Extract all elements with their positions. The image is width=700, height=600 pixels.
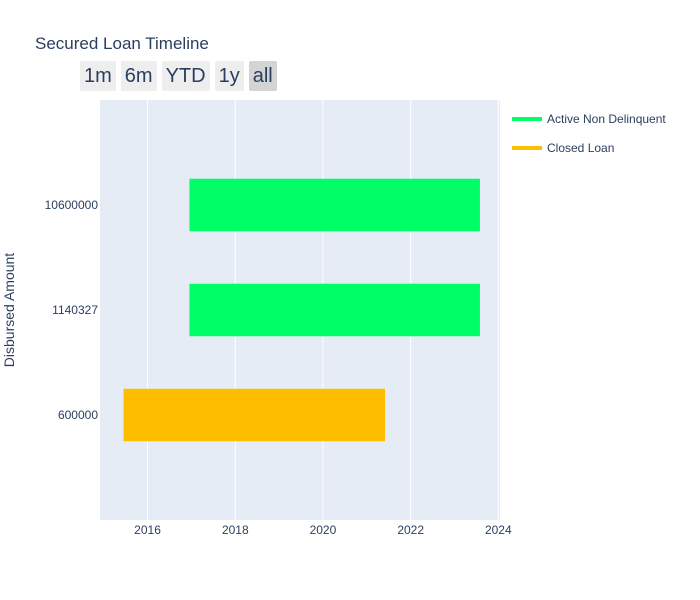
x-tick-label: 2022	[397, 523, 424, 537]
y-tick-label: 600000	[58, 408, 98, 422]
range-button-all[interactable]: all	[248, 61, 277, 91]
y-axis-ticks: 600000 1140327 10600000	[45, 198, 99, 422]
y-tick-label: 1140327	[52, 303, 98, 317]
x-tick-label: 2016	[134, 523, 161, 537]
legend-swatch-active-non-delinquent	[512, 116, 542, 121]
range-button-ytd[interactable]: YTD	[161, 61, 210, 91]
x-axis-ticks: 2016 2018 2020 2022 2024	[134, 523, 512, 537]
legend-label-closed-loan: Closed Loan	[547, 140, 615, 155]
timeline-bar[interactable]	[189, 178, 480, 232]
legend-item-active-non-delinquent[interactable]: Active Non Delinquent	[512, 104, 666, 133]
timeline-bar[interactable]	[123, 388, 385, 442]
range-button-6m[interactable]: 6m	[120, 61, 157, 91]
legend-item-closed-loan[interactable]: Closed Loan	[512, 133, 666, 162]
range-selector: 1m 6m YTD 1y all	[80, 61, 277, 91]
y-axis-title: Disbursed Amount	[1, 253, 17, 368]
x-tick-label: 2024	[485, 523, 512, 537]
legend-label-active-non-delinquent: Active Non Delinquent	[547, 111, 666, 126]
range-button-1m[interactable]: 1m	[80, 61, 116, 91]
range-button-1y[interactable]: 1y	[214, 61, 244, 91]
legend: Active Non Delinquent Closed Loan	[512, 104, 666, 162]
timeline-bar[interactable]	[189, 283, 480, 337]
chart-title: Secured Loan Timeline	[35, 34, 209, 53]
y-tick-label: 10600000	[45, 198, 99, 212]
x-tick-label: 2018	[222, 523, 249, 537]
legend-swatch-closed-loan	[512, 145, 542, 150]
x-tick-label: 2020	[310, 523, 337, 537]
bars	[123, 178, 480, 442]
